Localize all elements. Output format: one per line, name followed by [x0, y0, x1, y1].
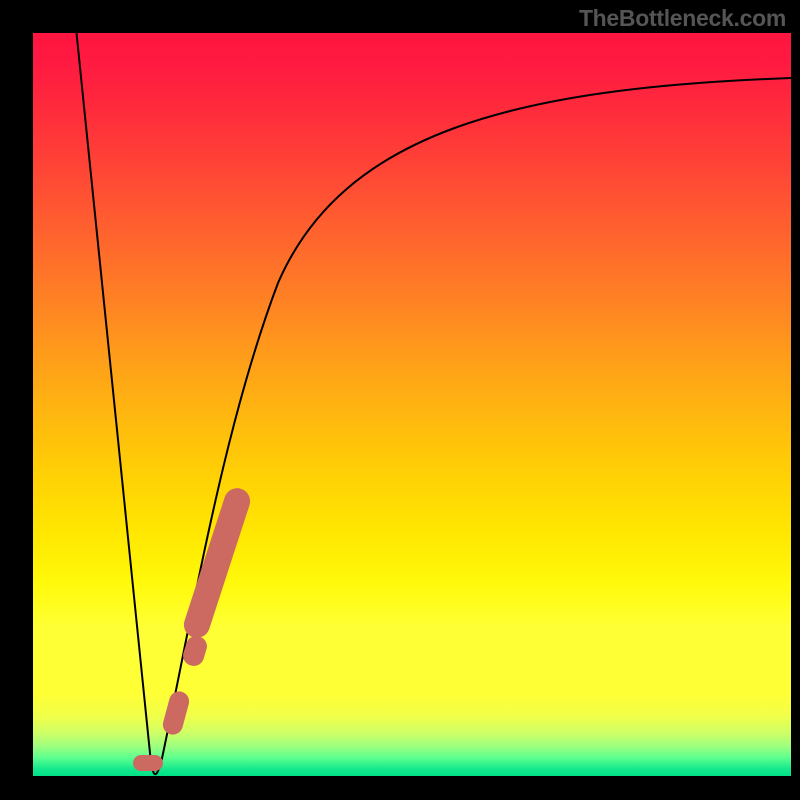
overlay-segment-0: [133, 755, 163, 771]
watermark-text: TheBottleneck.com: [579, 5, 786, 32]
gradient-background: [33, 33, 791, 776]
plot-area: [33, 33, 791, 776]
chart-root: TheBottleneck.com: [0, 0, 800, 800]
plot-svg: [33, 33, 791, 776]
